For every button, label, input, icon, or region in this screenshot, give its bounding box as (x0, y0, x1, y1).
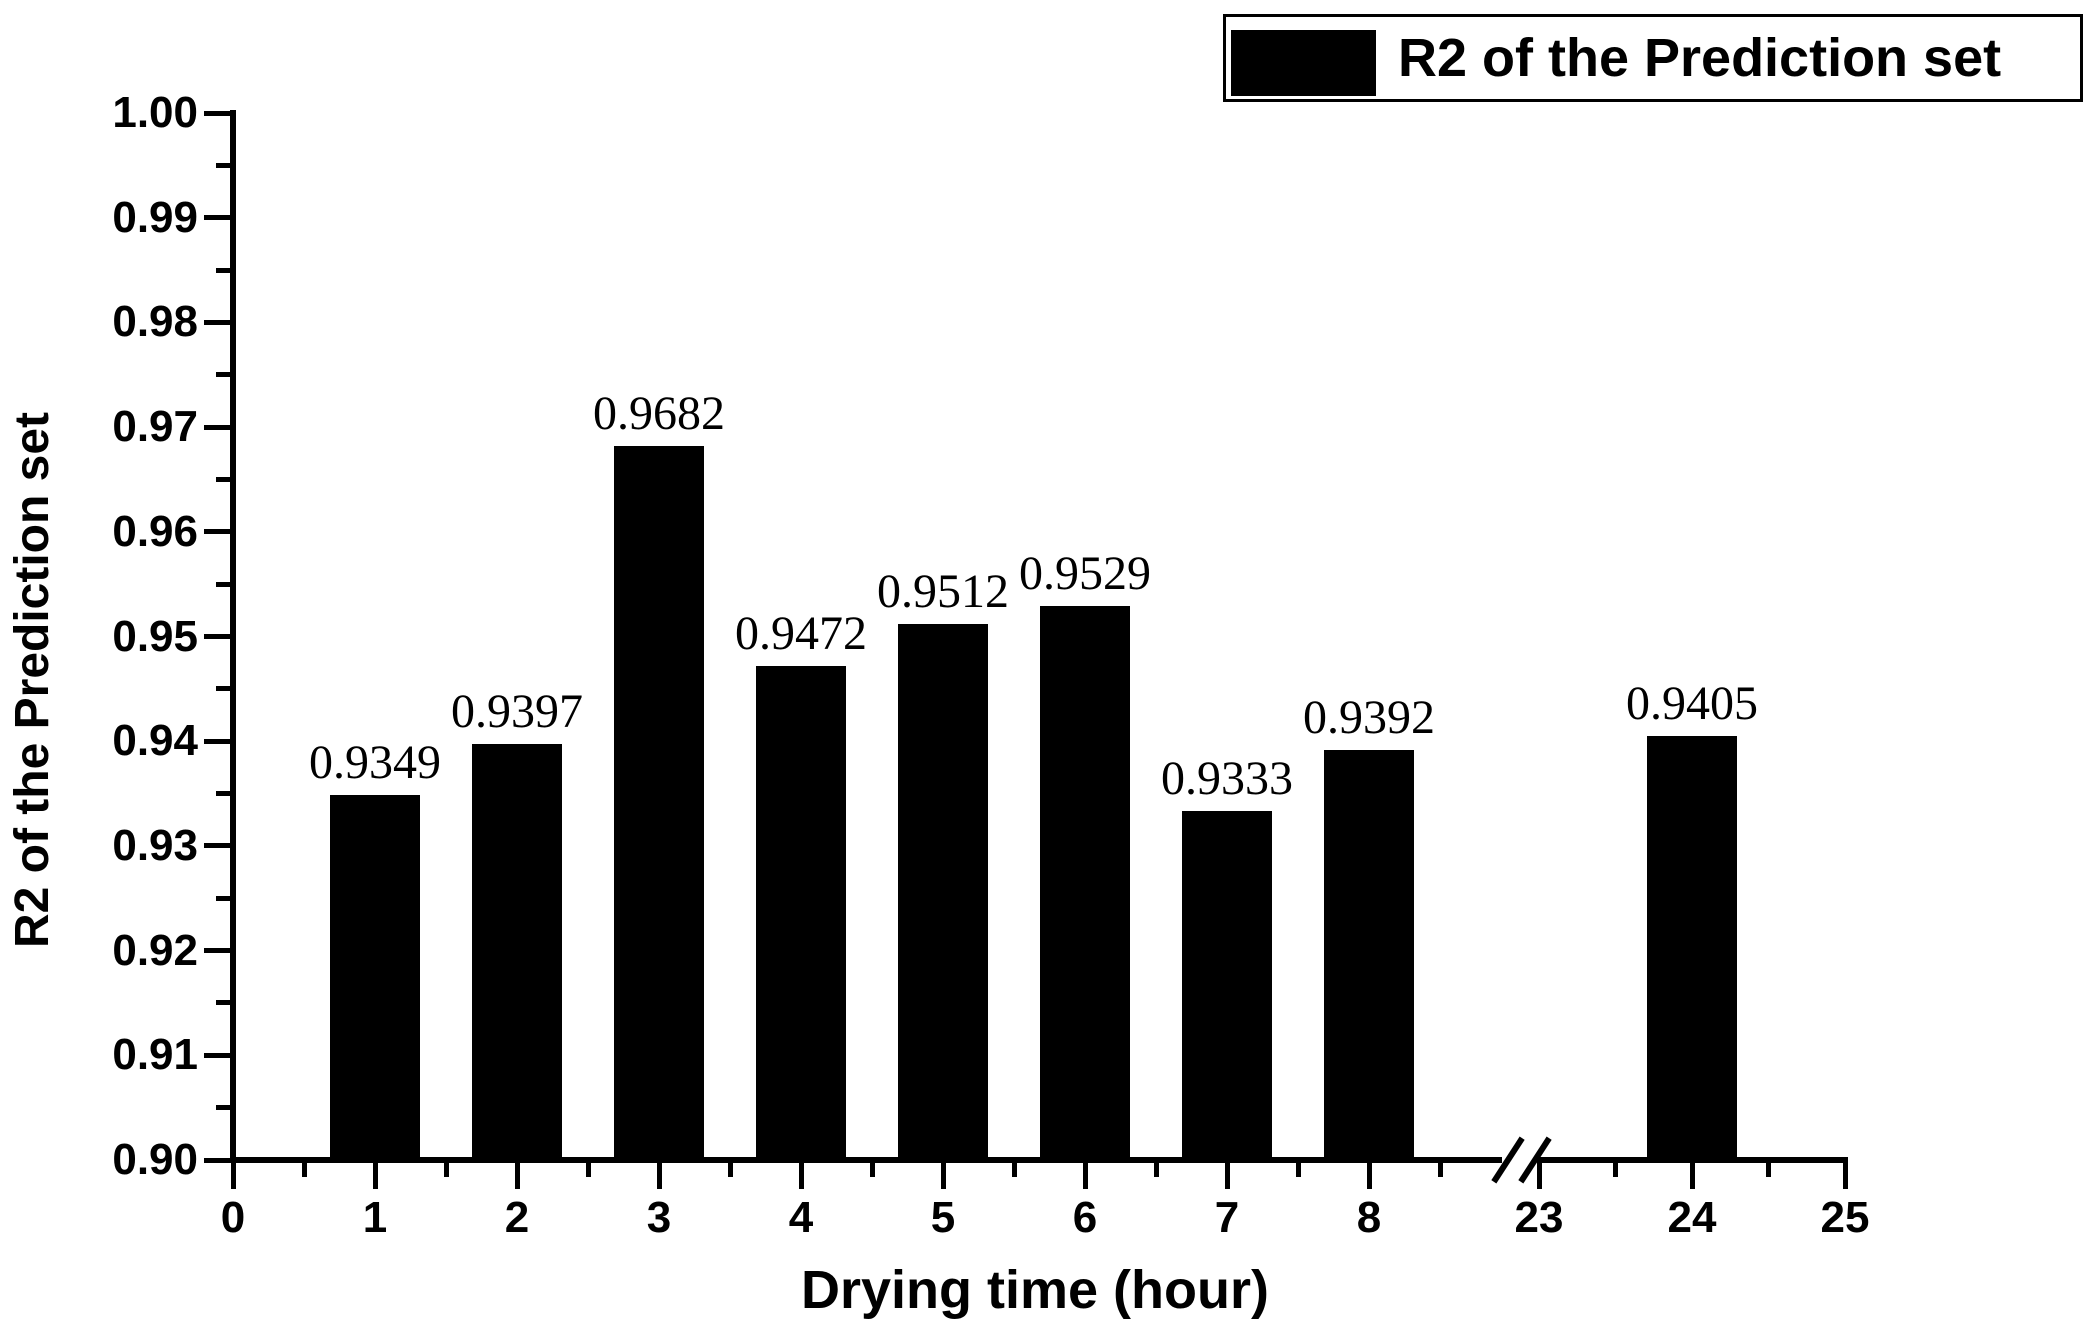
bar-value-label: 0.9405 (1626, 676, 1758, 730)
x-tick-label: 4 (788, 1193, 814, 1242)
y-tick-label: 1.00 (112, 88, 198, 137)
bar (898, 623, 988, 1160)
x-tick-label: 6 (1072, 1193, 1098, 1242)
x-major-tick (514, 1163, 520, 1189)
bar (1324, 749, 1414, 1160)
bar-value-label: 0.9529 (1019, 547, 1151, 601)
x-tick-label: 5 (930, 1193, 956, 1242)
x-major-tick (940, 1163, 946, 1189)
y-major-tick (204, 319, 230, 325)
x-tick-label: 24 (1667, 1193, 1717, 1242)
bar (1182, 811, 1272, 1160)
x-axis-line-right (1537, 1157, 1848, 1163)
y-major-tick (204, 843, 230, 849)
bar (330, 794, 420, 1160)
x-major-tick (372, 1163, 378, 1189)
bar (1040, 606, 1130, 1160)
y-major-tick (204, 110, 230, 116)
y-major-tick (204, 634, 230, 639)
legend: R2 of the Prediction set (1223, 14, 2083, 102)
y-tick-label: 0.94 (112, 716, 198, 766)
x-major-tick (656, 1163, 662, 1189)
y-minor-tick (216, 1105, 230, 1111)
y-tick-label: 0.91 (112, 1030, 198, 1080)
legend-swatch (1231, 30, 1376, 96)
x-minor-tick (443, 1163, 449, 1177)
y-major-tick (204, 1052, 230, 1058)
y-minor-tick (216, 1000, 230, 1006)
x-tick-label: 7 (1214, 1193, 1240, 1242)
y-tick-label: 0.92 (112, 925, 198, 975)
bar-value-label: 0.9472 (735, 606, 867, 660)
y-tick-label: 0.96 (112, 506, 198, 556)
x-tick-label: 25 (1820, 1193, 1870, 1242)
y-major-tick (204, 529, 230, 535)
x-major-tick (798, 1163, 804, 1189)
bar (1647, 735, 1737, 1160)
y-tick-label: 0.95 (112, 611, 198, 661)
x-tick-label: 0 (220, 1193, 246, 1242)
y-minor-tick (216, 581, 230, 587)
bar-value-label: 0.9512 (877, 564, 1009, 618)
y-minor-tick (216, 372, 230, 378)
y-major-tick (204, 948, 230, 954)
y-minor-tick (216, 267, 230, 273)
y-major-tick (204, 215, 230, 221)
bar-value-label: 0.9397 (451, 685, 583, 739)
y-tick-label: 0.98 (112, 297, 198, 347)
x-tick-label: 23 (1514, 1193, 1564, 1242)
x-minor-tick (1295, 1163, 1301, 1177)
x-minor-tick (1613, 1163, 1618, 1177)
y-tick-label: 0.97 (112, 402, 198, 452)
y-tick-label: 0.90 (112, 1135, 198, 1184)
x-minor-tick (301, 1163, 307, 1177)
x-minor-tick (1766, 1163, 1771, 1177)
bar (756, 665, 846, 1160)
x-minor-tick (869, 1163, 875, 1177)
bar-value-label: 0.9349 (309, 735, 441, 789)
y-tick-label: 0.99 (112, 192, 198, 242)
x-minor-tick (1011, 1163, 1017, 1177)
x-tick-label: 1 (362, 1193, 388, 1242)
y-minor-tick (216, 162, 230, 168)
y-major-tick (204, 1157, 230, 1163)
x-tick-label: 8 (1356, 1193, 1382, 1242)
x-tick-label: 3 (646, 1193, 672, 1242)
x-major-tick (1536, 1163, 1542, 1189)
x-major-tick (230, 1163, 236, 1189)
x-minor-tick (1153, 1163, 1159, 1177)
y-minor-tick (216, 791, 230, 797)
x-major-tick (1224, 1163, 1230, 1189)
x-minor-tick (1437, 1163, 1443, 1177)
x-major-tick (1842, 1163, 1848, 1189)
y-minor-tick (216, 895, 230, 901)
x-axis-title: Drying time (hour) (801, 1260, 1269, 1320)
y-axis-title: R2 of the Prediction set (6, 411, 59, 949)
y-axis-line (230, 110, 236, 1163)
bar (472, 744, 562, 1160)
y-minor-tick (216, 476, 230, 482)
bar-value-label: 0.9392 (1303, 690, 1435, 744)
x-major-tick (1366, 1163, 1372, 1189)
bar-value-label: 0.9333 (1161, 752, 1293, 806)
x-minor-tick (585, 1163, 591, 1177)
x-tick-label: 2 (504, 1193, 530, 1242)
bar (614, 445, 704, 1160)
y-minor-tick (216, 686, 230, 692)
bar-value-label: 0.9682 (593, 386, 725, 440)
y-tick-label: 0.93 (112, 820, 198, 870)
y-major-tick (204, 424, 230, 430)
x-minor-tick (727, 1163, 733, 1177)
x-axis-line-left (230, 1157, 1502, 1163)
x-major-tick (1082, 1163, 1088, 1189)
y-major-tick (204, 738, 230, 744)
x-major-tick (1689, 1163, 1695, 1189)
legend-label: R2 of the Prediction set (1398, 28, 2002, 88)
